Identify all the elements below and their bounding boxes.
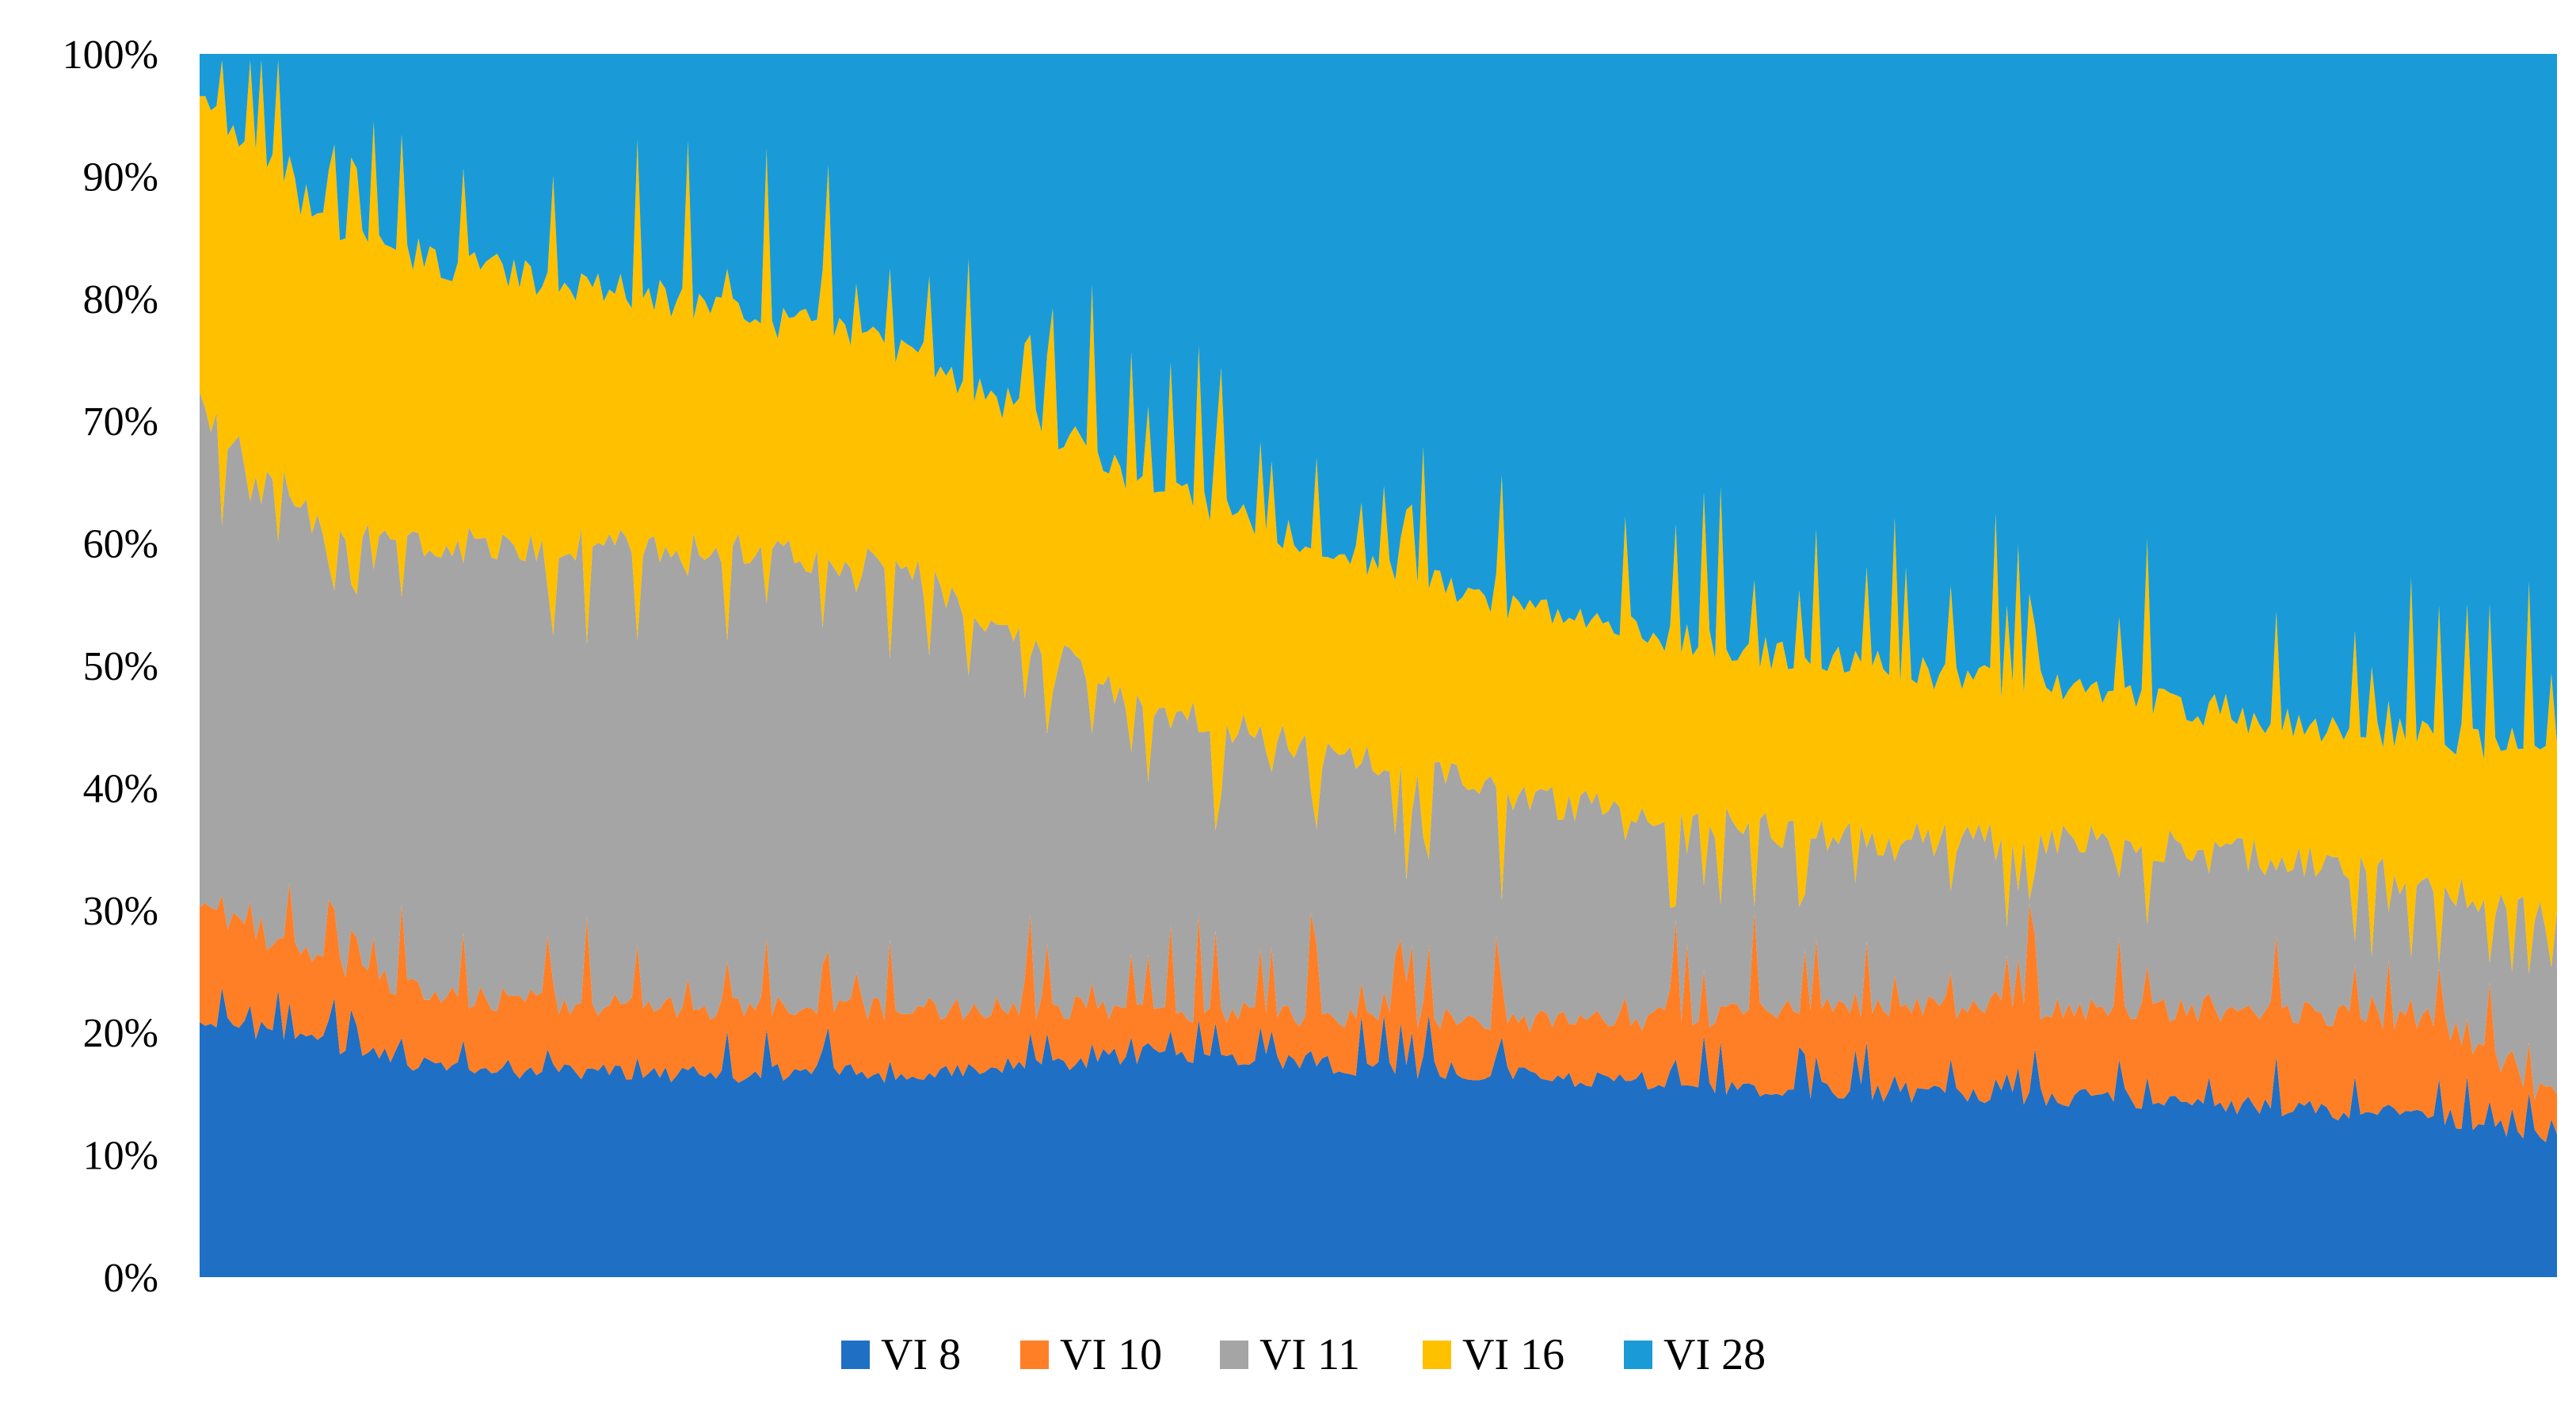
area-series-vi-10 (200, 883, 2557, 1142)
y-axis: 0% 10% 20% 30% 40% 50% 60% 70% 80% 90% 100% (63, 32, 158, 1301)
y-tick-label: 100% (63, 32, 158, 78)
area-series-vi-28 (200, 54, 2557, 759)
y-tick-label: 60% (83, 522, 158, 567)
y-tick-label: 40% (83, 766, 158, 811)
legend-swatch (1624, 1341, 1652, 1369)
legend-swatch (1020, 1341, 1049, 1369)
y-tick-label: 80% (83, 277, 158, 322)
y-tick-label: 20% (83, 1011, 158, 1056)
plot-areas (200, 54, 2557, 1277)
area-series-vi-11 (200, 392, 2557, 1100)
legend-label: VI 28 (1663, 1330, 1766, 1379)
y-tick-label: 70% (83, 399, 158, 444)
y-tick-label: 10% (83, 1134, 158, 1179)
legend-label: VI 16 (1462, 1330, 1564, 1379)
y-tick-label: 30% (83, 889, 158, 934)
y-tick-label: 50% (83, 644, 158, 689)
legend-label: VI 8 (881, 1330, 961, 1379)
legend-label: VI 10 (1060, 1330, 1162, 1379)
legend-swatch (1423, 1341, 1451, 1369)
area-series-vi-8 (200, 987, 2557, 1277)
legend-swatch (1220, 1341, 1248, 1369)
legend-swatch (841, 1341, 870, 1369)
area-series-vi-16 (200, 59, 2557, 974)
y-tick-label: 90% (83, 154, 158, 200)
legend-label: VI 11 (1259, 1330, 1360, 1379)
y-tick-label: 0% (104, 1256, 158, 1301)
legend: VI 8 VI 10 VI 11 VI 16 VI 28 (841, 1330, 1766, 1379)
